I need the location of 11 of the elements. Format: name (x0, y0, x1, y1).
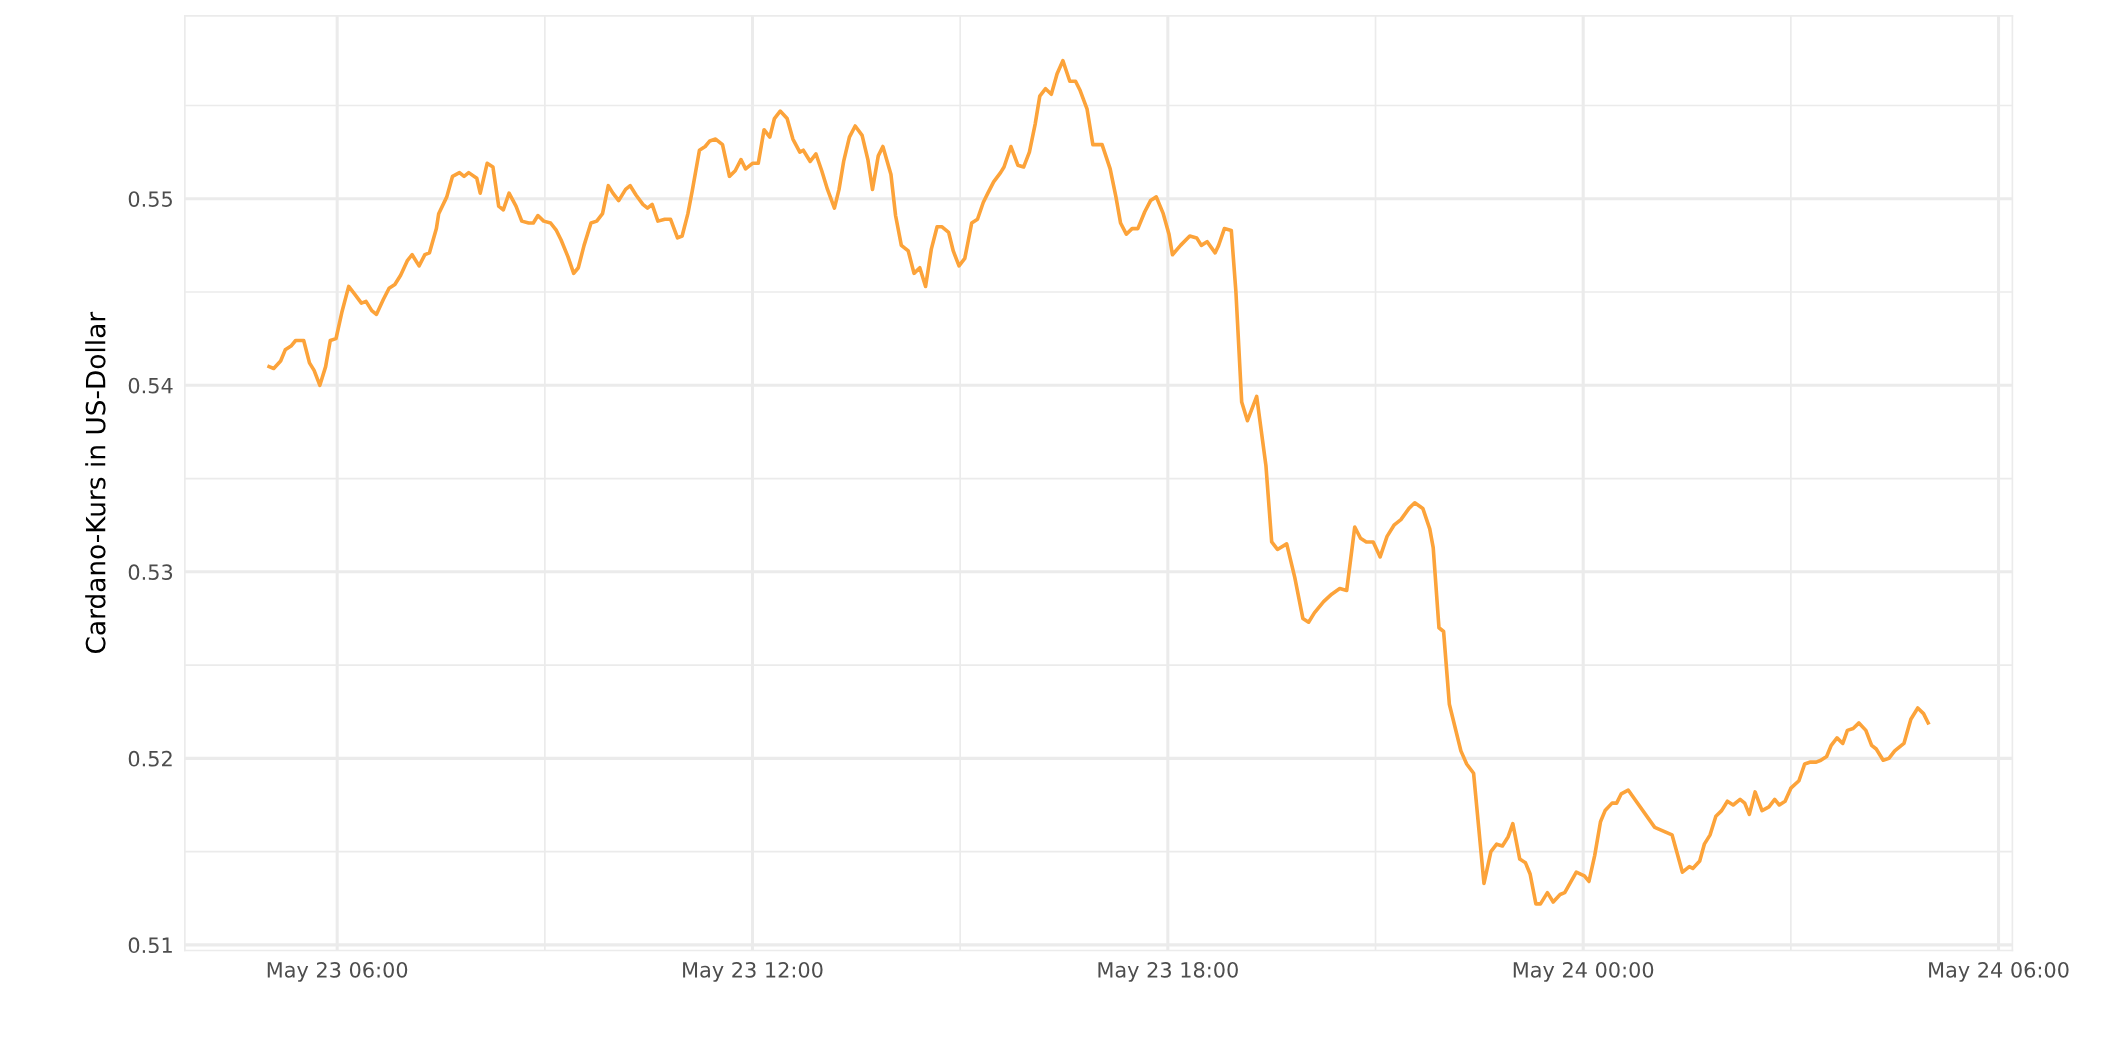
x-tick-label: May 23 12:00 (683, 961, 823, 982)
y-tick-label: 0.55 (128, 191, 172, 207)
y-tick-label: 0.54 (128, 377, 173, 394)
y-tick-label: 0.53 (128, 564, 173, 581)
x-tick-label: May 23 18:00 (1098, 961, 1238, 982)
x-tick-label: May 24 00:00 (1513, 961, 1654, 982)
y-tick-label: 0.52 (128, 750, 172, 767)
y-axis-title: Cardano-Kurs in US-Dollar (85, 311, 106, 654)
x-tick-label: May 24 06:00 (1929, 961, 2069, 982)
x-tick-label: May 23 06:00 (267, 961, 408, 982)
y-tick-label: 0.51 (128, 937, 172, 954)
